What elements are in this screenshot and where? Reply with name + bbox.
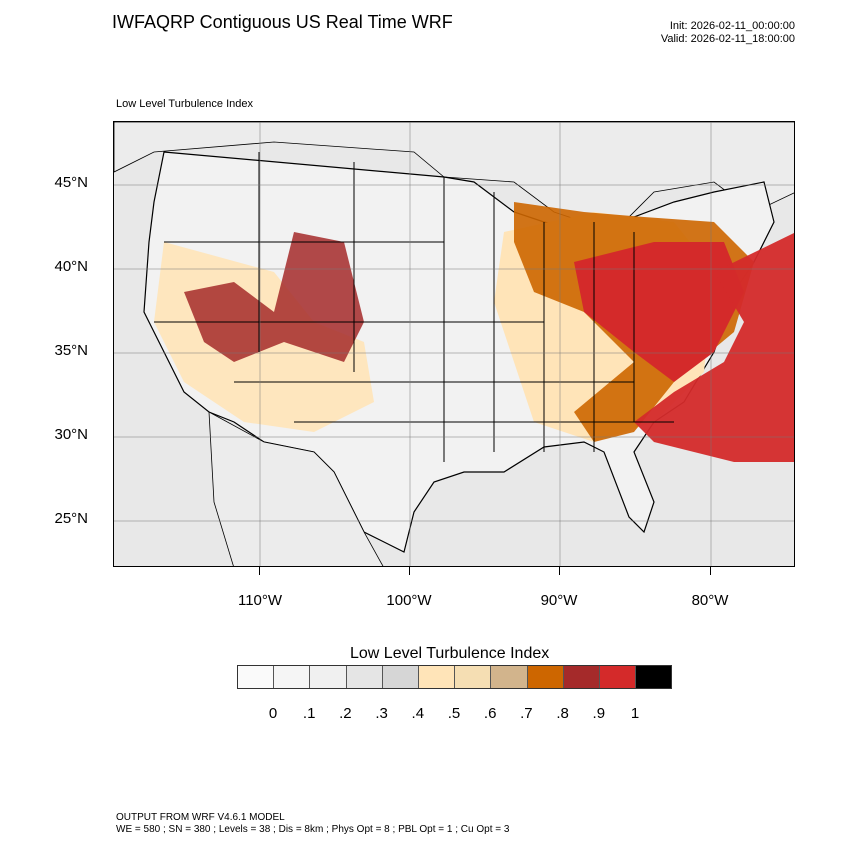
colorbar-label: 1 [630, 705, 640, 722]
red-region-atlantic [634, 232, 794, 462]
lon-tick [259, 567, 260, 575]
colorbar-label: .1 [302, 705, 316, 722]
state-borders [154, 152, 674, 462]
colorbar-swatch [238, 666, 275, 688]
lat-label: 30°N [54, 426, 88, 443]
red-region-east [574, 242, 744, 382]
lon-label: 80°W [691, 592, 729, 609]
init-time: Init: 2026-02-11_00:00:00 [669, 20, 795, 32]
map-subtitle: Low Level Turbulence Index [116, 98, 253, 110]
colorbar-swatch [636, 666, 672, 688]
colorbar-label: .8 [556, 705, 569, 722]
lon-label: 100°W [386, 592, 432, 609]
colorbar-swatch [527, 666, 564, 688]
turbulence-map [113, 121, 795, 567]
colorbar-label: .6 [483, 705, 497, 722]
colorbar-label: .5 [447, 705, 461, 722]
lon-label: 90°W [540, 592, 578, 609]
graticule [114, 122, 794, 566]
lat-label: 35°N [54, 342, 88, 359]
colorbar-swatch [274, 666, 311, 688]
colorbar-swatch [599, 666, 637, 688]
lon-tick [559, 567, 560, 575]
lat-label: 40°N [54, 258, 88, 275]
colorbar-swatch [382, 666, 419, 688]
lon-tick [409, 567, 410, 575]
colorbar-label: .4 [411, 705, 425, 722]
colorbar-swatch [491, 666, 528, 688]
lat-label: 25°N [54, 510, 88, 527]
red-region-west [184, 232, 364, 362]
colorbar-label: .3 [375, 705, 388, 722]
valid-time: Valid: 2026-02-11_18:00:00 [660, 33, 795, 45]
map-field [114, 122, 794, 566]
lat-label: 45°N [54, 174, 88, 191]
colorbar [237, 665, 673, 689]
colorbar-label: .7 [520, 705, 533, 722]
footer-model: OUTPUT FROM WRF V4.6.1 MODEL [116, 812, 285, 823]
footer-config: WE = 580 ; SN = 380 ; Levels = 38 ; Dis … [116, 824, 510, 835]
lon-label: 110°W [237, 592, 283, 609]
colorbar-swatch [563, 666, 600, 688]
colorbar-label: .9 [592, 705, 606, 722]
colorbar-title: Low Level Turbulence Index [350, 645, 550, 662]
colorbar-label: 0 [268, 705, 278, 722]
lon-tick [710, 567, 711, 575]
colorbar-swatch [346, 666, 383, 688]
colorbar-swatch [310, 666, 347, 688]
mexico-land [208, 411, 384, 566]
colorbar-swatch [455, 666, 492, 688]
plot-title: IWFAQRP Contiguous US Real Time WRF [112, 12, 453, 32]
colorbar-swatch [418, 666, 456, 688]
colorbar-label: .2 [339, 705, 352, 722]
